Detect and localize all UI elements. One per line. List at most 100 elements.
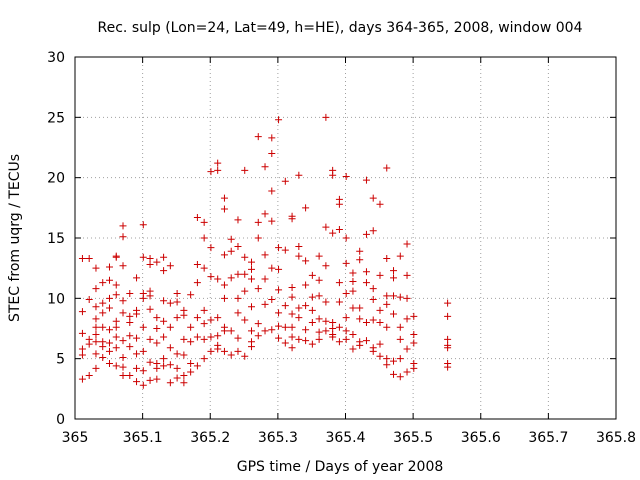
data-point — [187, 338, 195, 346]
data-point — [139, 381, 147, 389]
data-point — [180, 311, 188, 319]
data-point — [302, 281, 310, 289]
data-point — [153, 314, 161, 322]
x-tick-label: 365.1 — [123, 430, 163, 446]
data-point — [160, 253, 168, 261]
x-axis-label: GPS time / Days of year 2008 — [237, 459, 444, 475]
data-point — [200, 218, 208, 226]
data-point — [261, 163, 269, 171]
data-point — [227, 247, 235, 255]
data-point — [248, 258, 256, 266]
data-point — [295, 335, 303, 343]
data-point — [383, 323, 391, 331]
data-point — [234, 347, 242, 355]
data-point — [302, 257, 310, 265]
data-point — [78, 375, 86, 383]
data-point — [295, 242, 303, 250]
data-point — [248, 343, 256, 351]
data-point — [248, 303, 256, 311]
data-point — [200, 320, 208, 328]
data-point — [99, 353, 107, 361]
data-point — [410, 331, 418, 339]
data-point — [403, 368, 411, 376]
data-point — [335, 279, 343, 287]
data-point — [349, 304, 357, 312]
data-point — [227, 351, 235, 359]
data-point — [315, 292, 323, 300]
data-point — [139, 367, 147, 375]
data-point — [390, 274, 398, 282]
x-tick-label: 365 — [62, 430, 89, 446]
data-point — [119, 297, 127, 305]
data-point — [302, 204, 310, 212]
data-point — [383, 255, 391, 263]
data-point — [133, 350, 141, 358]
data-point — [207, 333, 215, 341]
data-point — [105, 347, 113, 355]
data-point — [322, 327, 330, 335]
data-point — [200, 306, 208, 314]
data-point — [288, 333, 296, 341]
data-point — [173, 298, 181, 306]
data-point — [390, 310, 398, 318]
data-point — [207, 273, 215, 281]
data-point — [308, 318, 316, 326]
data-point — [112, 281, 120, 289]
data-point — [99, 323, 107, 331]
data-point — [281, 323, 289, 331]
data-point — [369, 347, 377, 355]
data-point — [78, 345, 86, 353]
data-point — [396, 293, 404, 301]
data-point — [376, 306, 384, 314]
data-point — [288, 323, 296, 331]
x-tick-label: 365.7 — [528, 430, 568, 446]
data-point — [126, 332, 134, 340]
data-point — [275, 265, 283, 273]
data-point — [220, 251, 228, 259]
data-point — [356, 304, 364, 312]
data-point — [139, 347, 147, 355]
data-point — [295, 252, 303, 260]
data-point — [342, 234, 350, 242]
data-point — [369, 227, 377, 235]
data-point — [315, 276, 323, 284]
data-point — [356, 256, 364, 264]
data-point — [153, 339, 161, 347]
data-point — [268, 296, 276, 304]
data-point — [160, 267, 168, 275]
data-point — [444, 335, 452, 343]
data-point — [92, 285, 100, 293]
data-point — [133, 310, 141, 318]
data-point — [160, 317, 168, 325]
data-point — [92, 350, 100, 358]
data-point — [187, 368, 195, 376]
data-point — [173, 350, 181, 358]
data-point — [241, 270, 249, 278]
data-point — [444, 344, 452, 352]
data-point — [342, 314, 350, 322]
data-point — [105, 276, 113, 284]
data-point — [342, 327, 350, 335]
data-point — [288, 283, 296, 291]
data-point — [227, 235, 235, 243]
data-point — [315, 328, 323, 336]
data-point — [173, 374, 181, 382]
data-point — [410, 339, 418, 347]
data-point — [160, 297, 168, 305]
data-point — [153, 375, 161, 383]
data-points — [78, 113, 452, 389]
data-point — [356, 341, 364, 349]
data-point — [227, 327, 235, 335]
data-point — [288, 293, 296, 301]
data-point — [112, 253, 120, 261]
data-point — [85, 255, 93, 263]
data-point — [362, 279, 370, 287]
data-point — [254, 320, 262, 328]
data-point — [166, 344, 174, 352]
data-point — [275, 116, 283, 124]
data-point — [92, 323, 100, 331]
data-point — [92, 303, 100, 311]
data-point — [261, 275, 269, 283]
y-tick-label: 10 — [47, 291, 65, 307]
data-point — [207, 347, 215, 355]
